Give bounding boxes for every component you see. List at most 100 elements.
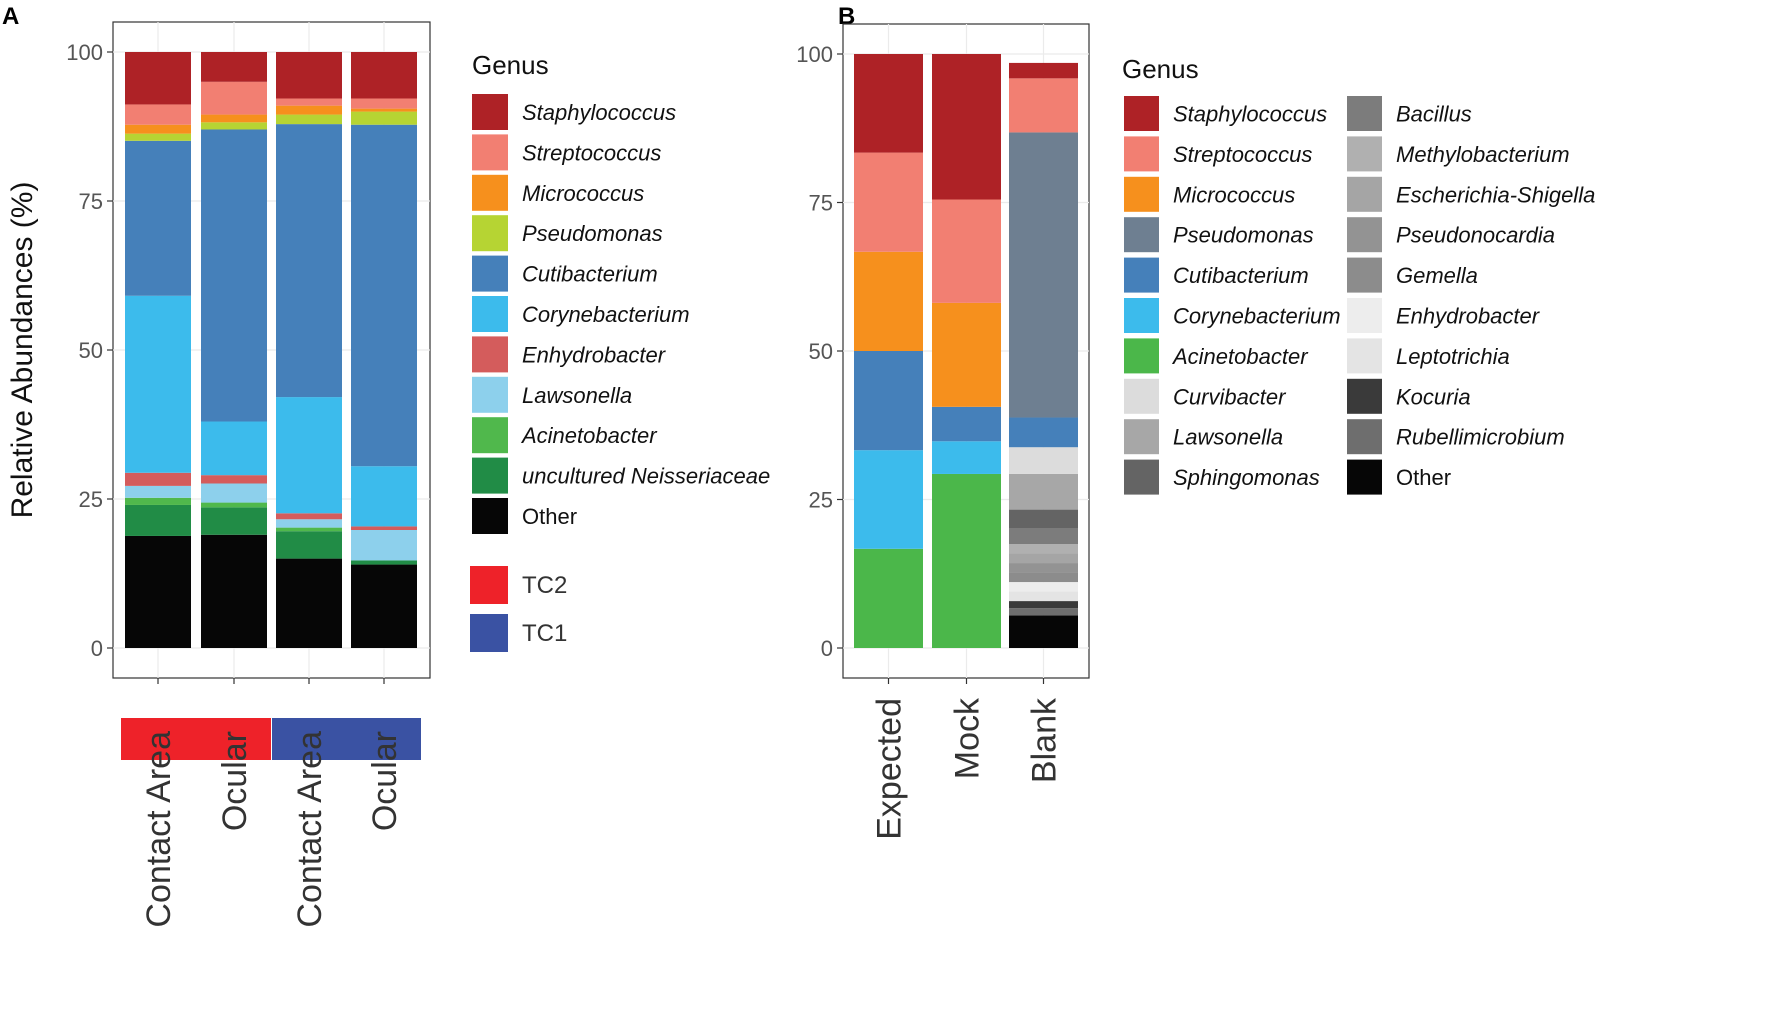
bar-segment-micrococcus — [854, 251, 923, 351]
legend-label-gemella: Gemella — [1396, 263, 1478, 288]
bar-segment-uncultured-neisseriaceae — [351, 560, 417, 565]
bar-segment-micrococcus — [276, 105, 342, 115]
legend-swatch-streptococcus — [1124, 136, 1159, 172]
bar-segment-other — [1009, 615, 1078, 648]
group-bar — [272, 718, 421, 760]
legend-swatch-pseudomonas — [1124, 217, 1159, 253]
bar-segment-cutibacterium — [351, 124, 417, 467]
bar-segment-staphylococcus — [351, 52, 417, 99]
bar-segment-bacillus — [1009, 528, 1078, 545]
legend-swatch-staphylococcus — [1124, 96, 1159, 131]
legend-label-micrococcus: Micrococcus — [1173, 182, 1295, 207]
legend-swatch-tc2 — [470, 566, 508, 604]
y-tick-label: 25 — [809, 488, 833, 513]
x-category-label-contact-area-2: Contact Area — [291, 731, 329, 928]
legend-swatch-uncultured-neisseriaceae — [472, 457, 508, 494]
legend-label-cutibacterium: Cutibacterium — [1173, 263, 1309, 288]
legend-swatch-curvibacter — [1124, 378, 1159, 414]
x-category-label-blank-2: Blank — [1026, 697, 1064, 783]
bar-segment-escherichia-shigella — [1009, 553, 1078, 564]
bar-segment-staphylococcus — [125, 52, 191, 105]
bar-segment-cutibacterium — [1009, 417, 1078, 448]
legend-swatch-corynebacterium — [1124, 298, 1159, 333]
legend-label-micrococcus: Micrococcus — [522, 181, 644, 206]
legend-swatch-leptotrichia — [1347, 338, 1382, 374]
y-tick-label: 100 — [66, 40, 103, 65]
legend-swatch-other — [1347, 459, 1382, 495]
bar-segment-acinetobacter — [854, 548, 923, 648]
legend-label-cutibacterium: Cutibacterium — [522, 262, 658, 287]
bar-segment-cutibacterium — [276, 124, 342, 398]
legend-swatch-pseudonocardia — [1347, 217, 1382, 253]
bar-segment-cutibacterium — [125, 140, 191, 296]
legend-label-streptococcus: Streptococcus — [522, 140, 661, 165]
legend-label-lawsonella: Lawsonella — [522, 383, 632, 408]
legend-swatch-sphingomonas — [1124, 459, 1159, 495]
legend-label-lawsonella: Lawsonella — [1173, 425, 1283, 450]
x-category-label-ocular-3: Ocular — [366, 731, 404, 831]
bar-segment-leptotrichia — [1009, 591, 1078, 602]
bar-segment-streptococcus — [932, 199, 1001, 303]
y-tick-label: 25 — [79, 487, 103, 512]
panel-b-letter: B — [838, 3, 855, 30]
bar-segment-micrococcus — [932, 302, 1001, 407]
bar-segment-staphylococcus — [932, 54, 1001, 200]
legend-title: Genus — [472, 50, 549, 80]
legend-swatch-staphylococcus — [472, 94, 508, 130]
legend-label-kocuria: Kocuria — [1396, 384, 1471, 409]
legend-label-acinetobacter: Acinetobacter — [1171, 344, 1309, 369]
legend-title: Genus — [1122, 54, 1199, 84]
legend-label-curvibacter: Curvibacter — [1173, 384, 1287, 409]
legend-label-sphingomonas: Sphingomonas — [1173, 465, 1320, 490]
x-category-label-expected-0: Expected — [871, 698, 909, 840]
legend-swatch-lawsonella — [472, 376, 508, 413]
bar-segment-streptococcus — [351, 98, 417, 109]
legend-label-tc2: TC2 — [522, 572, 567, 599]
bar-segment-streptococcus — [854, 152, 923, 252]
bar-segment-gemella — [1009, 572, 1078, 583]
bar-segment-acinetobacter — [201, 502, 267, 508]
y-tick-label: 100 — [796, 42, 833, 67]
bar-segment-other — [201, 534, 267, 648]
bar-segment-corynebacterium — [201, 421, 267, 476]
panel-b-legend: Genus Staphylococcus Streptococcus Micrococ… — [1122, 54, 1595, 495]
legend-label-escherichia-shigella: Escherichia-Shigella — [1396, 182, 1595, 207]
legend-swatch-rubellimicrobium — [1347, 419, 1382, 455]
legend-swatch-enhydrobacter — [472, 336, 508, 373]
bar-segment-corynebacterium — [854, 450, 923, 549]
bar-segment-staphylococcus — [276, 52, 342, 99]
bar-segment-cutibacterium — [932, 406, 1001, 442]
panel-a-chart: 0 25 50 75 100 Relative Abundances (%) Contact… — [6, 21, 431, 928]
bar-segment-cutibacterium — [854, 351, 923, 451]
legend-label-uncultured-neisseriaceae: uncultured Neisseriaceae — [522, 464, 770, 489]
bar-segment-rubellimicrobium — [1009, 608, 1078, 616]
bar-segment-pseudomonas — [125, 133, 191, 141]
bar-segment-pseudonocardia — [1009, 563, 1078, 573]
legend-swatch-micrococcus — [1124, 176, 1159, 212]
bar-segment-uncultured-neisseriaceae — [125, 504, 191, 536]
legend-swatch-lawsonella — [1124, 419, 1159, 455]
bar-segment-enhydrobacter — [276, 513, 342, 520]
legend-swatch-acinetobacter — [1124, 338, 1159, 374]
bar-segment-uncultured-neisseriaceae — [276, 531, 342, 559]
legend-label-pseudomonas: Pseudomonas — [1173, 223, 1314, 248]
legend-swatch-acinetobacter — [472, 417, 508, 454]
bar-segment-enhydrobacter — [125, 472, 191, 486]
legend-label-enhydrobacter: Enhydrobacter — [522, 342, 667, 367]
bar-segment-staphylococcus — [854, 54, 923, 153]
legend-label-acinetobacter: Acinetobacter — [520, 423, 658, 448]
bar-segment-corynebacterium — [276, 397, 342, 514]
legend-swatch-gemella — [1347, 257, 1382, 293]
y-tick-label: 75 — [809, 191, 833, 216]
bar-segment-pseudomonas — [276, 114, 342, 125]
legend-label-enhydrobacter: Enhydrobacter — [1396, 304, 1541, 329]
legend-label-tc1: TC1 — [522, 620, 567, 647]
y-tick-label: 0 — [821, 636, 833, 661]
bar-segment-enhydrobacter — [201, 475, 267, 484]
group-bar — [121, 718, 271, 760]
legend-swatch-enhydrobacter — [1347, 298, 1382, 333]
bar-segment-micrococcus — [125, 124, 191, 134]
x-category-label-ocular-1: Ocular — [216, 731, 254, 831]
panel-b-chart: 0 25 50 75 100 Expected Mock Blank — [796, 23, 1090, 840]
